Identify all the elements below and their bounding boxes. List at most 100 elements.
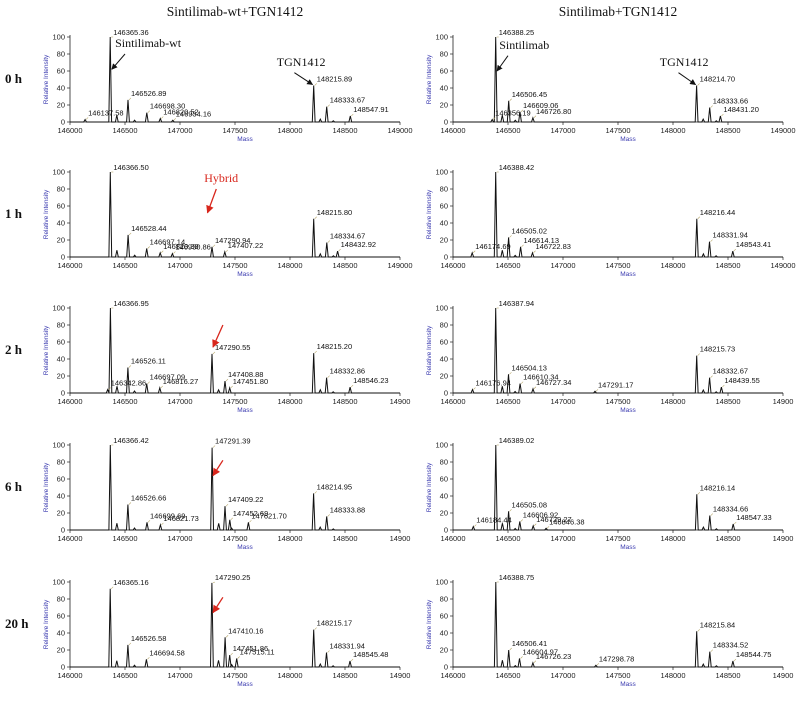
x-axis-title: Mass [620, 681, 636, 688]
x-tick-label: 148000 [277, 534, 302, 543]
y-tick-label: 80 [57, 458, 65, 467]
x-tick-label: 146500 [495, 261, 520, 270]
x-tick-label: 148000 [660, 261, 685, 270]
peak-leader [147, 110, 151, 113]
peak-annotation: 146727.34 [533, 378, 571, 389]
column-title: Sintilimab+TGN1412 [559, 4, 678, 19]
y-tick-label: 80 [440, 50, 448, 59]
x-tick-label: 146000 [440, 261, 465, 270]
x-tick-label: 149000 [770, 261, 795, 270]
row-label: 6 h [5, 479, 23, 494]
peak-leader [710, 513, 714, 516]
peak-annotation: 146526.58 [128, 634, 166, 646]
peak-leader [697, 629, 700, 632]
x-axis-title: Mass [620, 544, 636, 551]
spectrum-panel-wt-6h: 0 20 40 60 80 100 146000 146500 147000 147500 1480… [43, 436, 410, 551]
peak-annotation: 147298.78 [596, 654, 634, 666]
peak-annotation: 148333.88 [327, 505, 365, 517]
peak-label: 146698.30 [150, 102, 185, 111]
x-tick-label: 14900 [390, 534, 411, 543]
peak-annotation: 148332.86 [327, 367, 365, 378]
y-tick-label: 20 [440, 509, 448, 518]
peak-label: 146365.36 [113, 28, 148, 37]
peak-leader [173, 251, 176, 254]
peak-annotation: 147621.70 [249, 511, 287, 523]
peak-label: 146726.80 [536, 107, 571, 116]
x-tick-label: 148500 [332, 261, 357, 270]
x-tick-label: 148000 [277, 671, 302, 680]
x-tick-label: 148000 [660, 671, 685, 680]
peak-label: 146505.08 [512, 500, 547, 509]
peak-annotation: 146934.16 [173, 109, 211, 121]
peak-annotation: 147290.25 [212, 573, 250, 584]
peak-annotation: 146820.52 [161, 108, 199, 119]
x-axis-title: Mass [237, 681, 253, 688]
peak-leader [533, 660, 537, 663]
peak-leader [710, 375, 713, 378]
peak-label: 146697.09 [150, 373, 185, 382]
peak-annotation: 148431.20 [721, 105, 759, 117]
x-tick-label: 148500 [332, 397, 357, 406]
peak-leader [314, 83, 317, 86]
y-tick-label: 40 [440, 84, 448, 93]
peak-annotation: 146388.25 [496, 28, 534, 38]
peak-leader [509, 98, 512, 101]
peak-leader [314, 350, 317, 354]
peak-annotation: 147410.16 [225, 626, 264, 638]
hybrid-arrow [212, 324, 224, 348]
x-tick-label: 148000 [660, 397, 685, 406]
y-tick-label: 40 [57, 355, 65, 364]
peak-label: 146389.02 [499, 436, 534, 445]
x-tick-label: 146000 [440, 534, 465, 543]
y-axis-title: Relative Intensity [43, 189, 50, 239]
x-tick-label: 146000 [440, 126, 465, 135]
peak-annotation: 148547.33 [733, 513, 772, 525]
peak-annotation: 146342.86 [108, 379, 146, 390]
peak-leader [697, 83, 700, 86]
peak-label: 148332.86 [330, 367, 365, 376]
peak-annotation: 147291.39 [212, 437, 251, 448]
peak-leader [697, 353, 700, 356]
peak-leader [509, 235, 512, 238]
peak-leader [710, 239, 713, 242]
x-tick-label: 147000 [550, 126, 575, 135]
row-label: 2 h [5, 342, 23, 357]
peak-annotation: 146526.66 [128, 494, 166, 505]
y-tick-label: 20 [440, 646, 448, 655]
y-tick-label: 0 [61, 253, 65, 262]
peak-label: 148334.52 [713, 641, 748, 650]
peak-leader [492, 117, 496, 120]
x-tick-label: 148500 [715, 126, 740, 135]
peak-label: 146504.13 [511, 363, 546, 372]
y-tick-label: 20 [440, 236, 448, 245]
row-label: 1 h [5, 206, 23, 221]
x-tick-label: 147000 [167, 534, 192, 543]
peak-annotation: 146930.86 [173, 243, 211, 254]
peak-annotation: 146366.95 [111, 299, 149, 309]
spectrum-panel-mut-0h: 0 20 40 60 80 100 146000 146500 147000 147500 1480… [426, 28, 796, 143]
y-tick-label: 100 [435, 578, 448, 587]
peak-annotation: 146694.58 [147, 648, 185, 660]
x-tick-label: 147500 [605, 261, 630, 270]
peak-label: 146506.45 [512, 90, 547, 99]
peak-annotation: 148215.80 [314, 208, 352, 219]
peak-label: 146609.06 [523, 101, 558, 110]
peak-annotation: 147451.80 [230, 377, 268, 389]
spectrum-panel-mut-1h: 0 20 40 60 80 100 146000 146500 147000 147500 1480… [426, 163, 796, 278]
spectrum-panel-mut-20h: 0 20 40 60 80 100 146000 146500 147000 147500 1480… [426, 573, 793, 688]
peak-annotation: 146184.44 [474, 516, 512, 527]
y-tick-label: 20 [57, 372, 65, 381]
species-arrow [294, 72, 314, 86]
peak-leader [733, 248, 736, 252]
peak-leader [128, 232, 132, 236]
peak-annotation: 147407.22 [225, 241, 263, 253]
peak-leader [710, 105, 713, 108]
peak-leader [473, 250, 476, 253]
peak-leader [520, 656, 523, 659]
peak-label: 146528.44 [131, 224, 166, 233]
y-tick-label: 0 [61, 118, 65, 127]
x-tick-label: 149000 [387, 261, 412, 270]
peak-annotation: 146604.97 [520, 648, 558, 659]
peak-annotation: 148432.92 [338, 240, 376, 252]
peak-annotation: 146506.41 [509, 639, 547, 651]
